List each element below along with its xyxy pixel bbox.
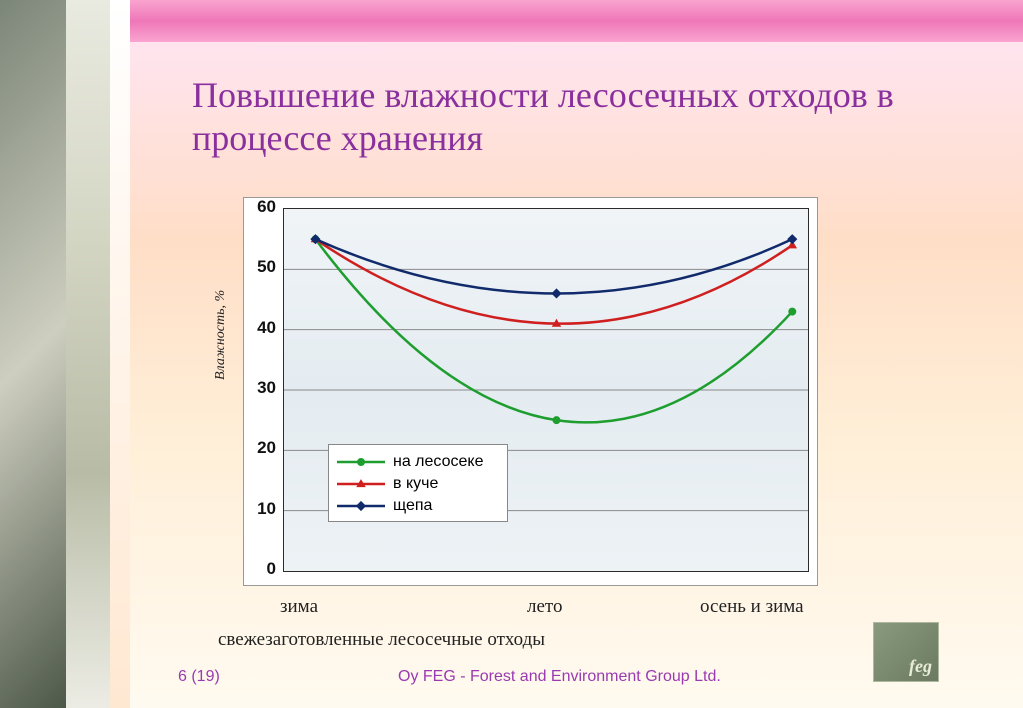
series-line-kucha <box>315 239 792 323</box>
legend-label: в куче <box>393 475 438 493</box>
y-tick-label: 50 <box>257 257 276 277</box>
legend-swatch <box>337 477 385 491</box>
page-number: 6 (19) <box>178 668 220 686</box>
y-tick-label: 20 <box>257 438 276 458</box>
y-tick-label: 0 <box>267 559 276 579</box>
logo: feg <box>873 622 939 682</box>
legend-item-lesoseka: на лесосеке <box>337 451 499 473</box>
series-marker-lesoseka <box>789 308 796 315</box>
decorative-sidebar-edge <box>110 0 130 708</box>
chart-legend: на лесосеке в куче щепа <box>328 444 508 522</box>
y-tick-label: 60 <box>257 197 276 217</box>
legend-item-kucha: в куче <box>337 473 499 495</box>
chart-caption: свежезаготовленные лесосечные отходы <box>218 628 545 652</box>
series-marker-shchepa <box>552 289 561 298</box>
slide-title: Повышение влажности лесосечных отходов в… <box>192 74 952 160</box>
decorative-sidebar-strip <box>66 0 110 708</box>
legend-item-shchepa: щепа <box>337 495 499 517</box>
y-tick-label: 10 <box>257 499 276 519</box>
y-axis-label: Влажность, % <box>213 290 229 380</box>
legend-label: щепа <box>393 497 432 515</box>
series-marker-shchepa <box>788 235 797 244</box>
chart-container <box>243 197 818 586</box>
x-category-label: осень и зима <box>700 596 804 618</box>
logo-text: feg <box>909 656 932 677</box>
legend-label: на лесосеке <box>393 453 483 471</box>
y-tick-label: 30 <box>257 378 276 398</box>
legend-swatch <box>337 455 385 469</box>
footer-text: Oy FEG - Forest and Environment Group Lt… <box>398 668 721 686</box>
legend-swatch <box>337 499 385 513</box>
top-accent-bar <box>130 0 1023 42</box>
decorative-sidebar-photo <box>0 0 66 708</box>
y-tick-label: 40 <box>257 318 276 338</box>
x-category-label: лето <box>527 596 562 618</box>
x-category-label: зима <box>280 596 318 618</box>
series-marker-lesoseka <box>553 417 560 424</box>
